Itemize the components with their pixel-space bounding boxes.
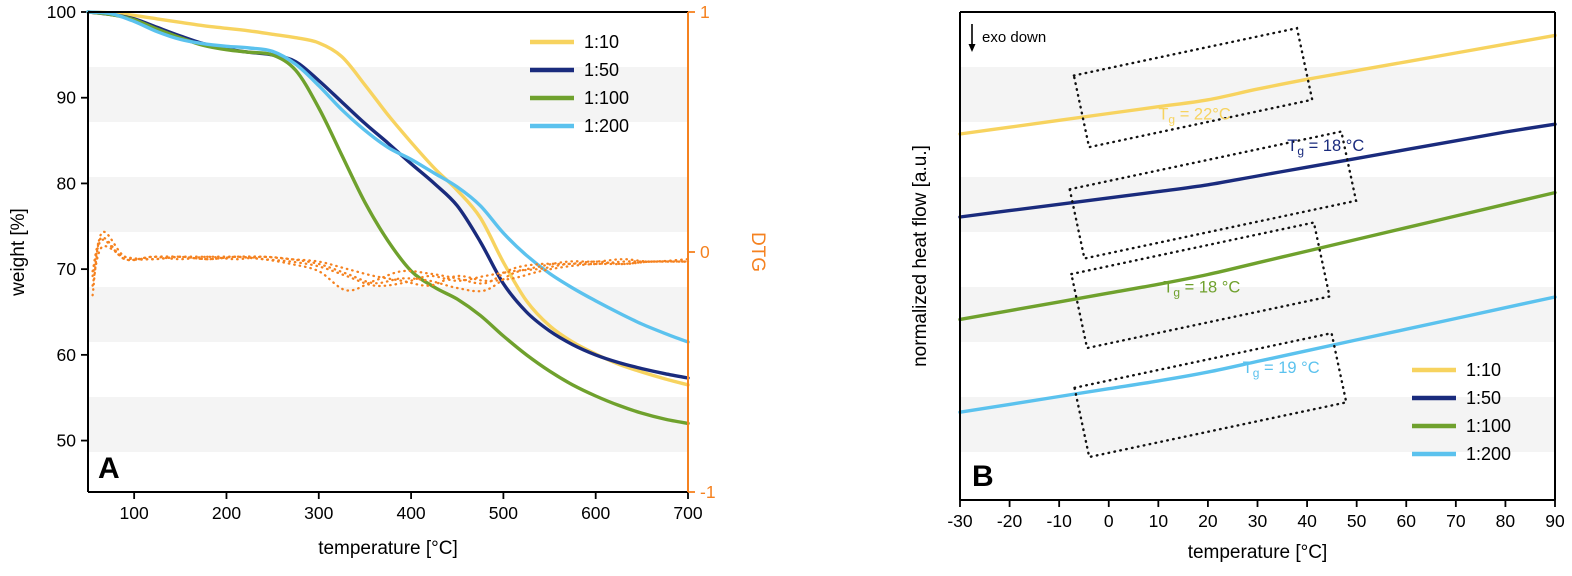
x-tick-label: 90	[1545, 511, 1565, 531]
plot-background-band	[88, 287, 688, 342]
y2-tick-label: -1	[700, 482, 716, 502]
series-line-dtg-1-100	[91, 245, 690, 288]
x-tick-label: 30	[1248, 511, 1268, 531]
panel-a-chart-canvas: 100 200 300 400 500 600 700 50 60 70 80 90 100 1 0 -1 te…	[8, 2, 768, 559]
plot-background-band	[960, 67, 1555, 122]
tg-region-box	[1073, 331, 1348, 459]
series-line-1-50	[958, 122, 1557, 219]
x-tick-label: -20	[997, 511, 1023, 531]
series-line-1-10	[958, 33, 1557, 136]
y-tick-label: 90	[57, 88, 77, 108]
legend-label-1-200: 1:200	[584, 116, 629, 136]
x-tick-label: -30	[947, 511, 973, 531]
x-tick-label: 400	[396, 503, 425, 523]
x-tick-label: 600	[581, 503, 610, 523]
x-tick-label: 300	[304, 503, 333, 523]
legend-label-1-50: 1:50	[1466, 388, 1501, 408]
series-line-1-100	[958, 190, 1557, 322]
panel-a-tga-chart: 100 200 300 400 500 600 700 50 60 70 80 90 100 1 0 -1 te…	[8, 2, 768, 559]
x-axis-title: temperature [°C]	[318, 538, 458, 559]
tg-annotation: Tg = 22°C	[1158, 105, 1231, 126]
legend-label-1-10: 1:10	[1466, 360, 1501, 380]
legend-label-1-100: 1:100	[584, 88, 629, 108]
tg-annotation: Tg = 18 °C	[1287, 137, 1364, 158]
tg-annotation: Tg = 18 °C	[1163, 279, 1240, 300]
series-line-1-200	[958, 295, 1557, 414]
exo-down-arrowhead	[968, 44, 976, 52]
x-tick-label: -10	[1047, 511, 1073, 531]
panel-b-dsc-chart: -30 -20 -10 0 10 20 30 40 50 60 70 80 90 Tg = 22°C Tg …	[900, 0, 1572, 576]
y-axis-title: normalized heat flow [a.u.]	[910, 145, 931, 367]
legend-label-1-100: 1:100	[1466, 416, 1511, 436]
x-tick-label: 500	[489, 503, 518, 523]
x-tick-label: 70	[1446, 511, 1466, 531]
plot-background-band	[88, 122, 688, 177]
plot-background-band	[960, 232, 1555, 287]
y2-axis-title: DTG	[747, 232, 768, 272]
exo-down-label: exo down	[982, 29, 1046, 46]
y-axis-title: weight [%]	[8, 208, 29, 297]
y-tick-label: 80	[57, 173, 77, 193]
x-tick-label: 100	[120, 503, 149, 523]
panel-letter-a: A	[98, 452, 120, 485]
plot-background-band	[88, 397, 688, 452]
x-tick-label: 700	[673, 503, 702, 523]
tg-annotation: Tg = 19 °C	[1243, 359, 1320, 380]
x-tick-label: 200	[212, 503, 241, 523]
plot-background-band	[88, 452, 688, 492]
plot-background-band	[88, 342, 688, 397]
x-tick-label: 40	[1297, 511, 1317, 531]
x-tick-label: 80	[1496, 511, 1516, 531]
x-axis-title: temperature [°C]	[1188, 542, 1328, 563]
y-tick-label: 60	[57, 345, 77, 365]
plot-background-band	[960, 452, 1555, 500]
plot-background-band	[88, 177, 688, 232]
legend-label-1-50: 1:50	[584, 60, 619, 80]
y2-tick-label: 1	[700, 2, 710, 22]
tg-region-box	[1072, 26, 1314, 149]
panel-b-chart-canvas: -30 -20 -10 0 10 20 30 40 50 60 70 80 90 Tg = 22°C Tg …	[910, 11, 1565, 563]
y-tick-label: 70	[57, 259, 77, 279]
y-tick-label: 50	[57, 431, 77, 451]
tg-region-box	[1068, 130, 1358, 260]
plot-background-band	[960, 287, 1555, 342]
legend-label-1-200: 1:200	[1466, 444, 1511, 464]
x-tick-label: 50	[1347, 511, 1367, 531]
x-tick-label: 0	[1104, 511, 1114, 531]
x-tick-label: 60	[1397, 511, 1417, 531]
y-tick-label: 100	[47, 2, 76, 22]
plot-background-band	[960, 12, 1555, 67]
legend-label-1-10: 1:10	[584, 32, 619, 52]
series-line-dtg-1-200	[91, 236, 690, 287]
y2-tick-label: 0	[700, 242, 710, 262]
x-tick-label: 10	[1149, 511, 1169, 531]
series-line-1-200	[86, 10, 690, 344]
series-line-dtg-1-50	[91, 238, 690, 293]
x-tick-label: 20	[1198, 511, 1218, 531]
panel-letter-b: B	[972, 460, 994, 493]
